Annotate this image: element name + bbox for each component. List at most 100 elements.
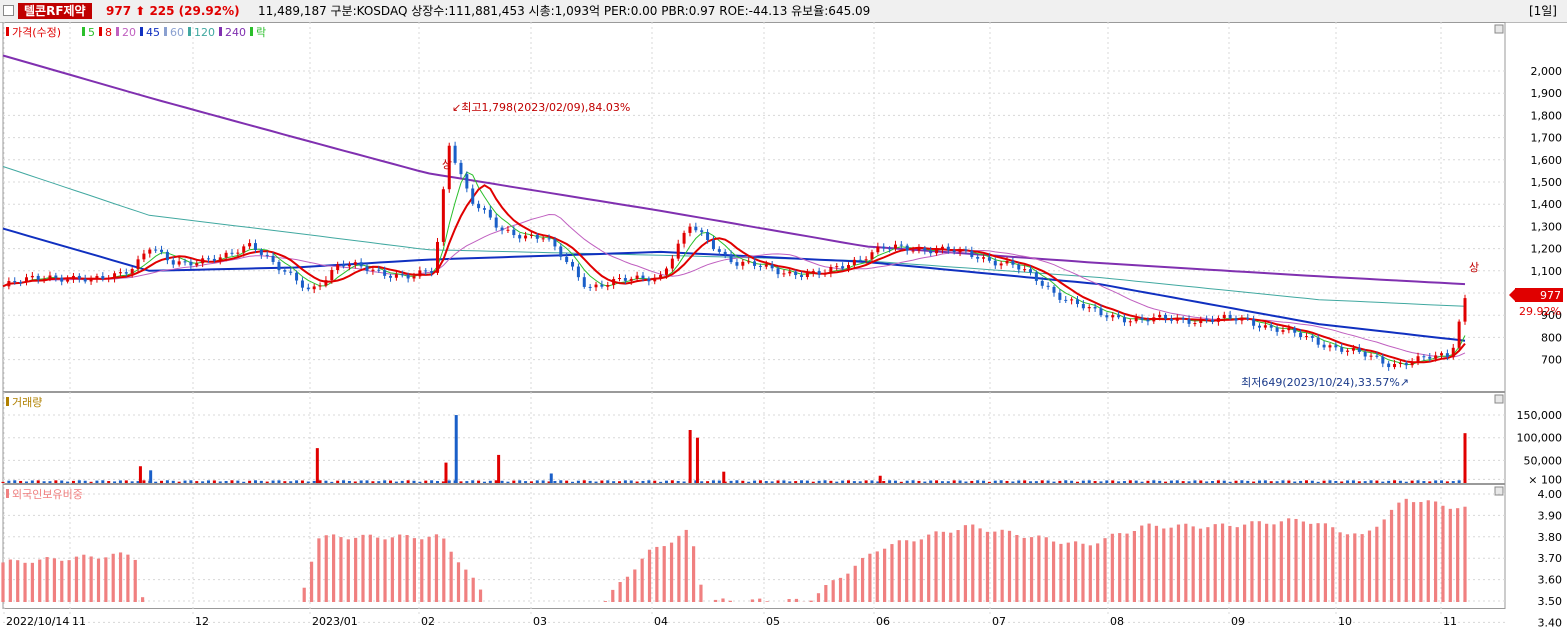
candle-body — [347, 264, 351, 267]
candle-body — [371, 269, 375, 271]
date-tick-label: 04 — [654, 615, 668, 628]
candle-body — [1140, 317, 1144, 320]
volume-bar — [1199, 480, 1203, 483]
volume-bar — [295, 480, 299, 483]
volume-bar — [494, 480, 498, 483]
candle-body — [835, 266, 839, 268]
current-price-pointer — [1509, 289, 1515, 301]
candle-body — [124, 272, 128, 274]
date-tick-label: 02 — [421, 615, 435, 628]
volume-bar — [1299, 480, 1303, 483]
header-checkbox[interactable] — [3, 5, 14, 16]
panel-maximize-icon — [1494, 486, 1504, 496]
volume-bar — [1410, 480, 1414, 483]
volume-bar — [1205, 481, 1209, 483]
foreign-ratio-bar — [853, 565, 857, 602]
foreign-ratio-bar — [985, 531, 990, 602]
candle-body — [435, 241, 439, 273]
volume-bar — [189, 480, 193, 483]
volume-bar — [782, 480, 786, 483]
volume-bar — [371, 481, 375, 483]
volume-bar — [805, 480, 809, 483]
candle-body — [1445, 353, 1449, 358]
volume-bar — [1398, 480, 1402, 483]
legend-label-4: 45 — [146, 26, 160, 39]
volume-bar — [524, 481, 528, 483]
foreign-ratio-bar — [1434, 501, 1438, 602]
candle-body — [1152, 317, 1156, 322]
candle-body — [653, 277, 657, 282]
foreign-ratio-bar — [1051, 541, 1056, 602]
volume-bar — [846, 480, 850, 483]
volume-bar — [829, 480, 833, 483]
candle-body — [189, 261, 193, 266]
foreign-ratio-bar — [1345, 534, 1350, 602]
candle-body — [594, 284, 598, 288]
foreign-ratio-bar — [1037, 535, 1041, 602]
volume-bar — [1328, 480, 1332, 483]
legend-swatch — [6, 27, 9, 36]
volume-spike-bar — [138, 466, 142, 483]
volume-bar — [1440, 480, 1444, 483]
candle-body — [1346, 350, 1350, 352]
foreign-ratio-bar — [1022, 537, 1026, 602]
stock-name[interactable]: 텔콘RF제약 — [18, 3, 92, 19]
volume-bar — [142, 480, 146, 483]
foreign-ratio-bar — [464, 569, 468, 602]
volume-bar — [576, 480, 580, 483]
volume-bar — [459, 481, 463, 483]
volume-bar — [1422, 481, 1426, 483]
foreign-ratio-bar — [655, 546, 659, 602]
volume-bar — [259, 480, 263, 483]
candle-body — [471, 188, 475, 204]
candle-body — [1246, 317, 1250, 319]
candle-body — [406, 274, 410, 279]
foreign-ratio-bar — [831, 580, 835, 602]
volume-bar — [1075, 481, 1079, 483]
foreign-ratio-bar — [949, 532, 953, 602]
candle-body — [682, 232, 686, 244]
volume-bar — [1105, 480, 1109, 483]
date-tick-label: 06 — [876, 615, 890, 628]
candle-body — [336, 264, 340, 271]
volume-bar — [1023, 480, 1027, 483]
candle-body — [1164, 314, 1168, 319]
foreign-ratio-bar — [677, 535, 681, 602]
volume-bar — [858, 481, 862, 483]
foreign-ratio-bar — [23, 562, 27, 602]
candle-body — [277, 261, 281, 271]
candle-body — [1357, 348, 1361, 352]
volume-bar — [606, 480, 610, 483]
candle-body — [911, 250, 915, 252]
volume-bar — [993, 480, 997, 483]
candle-body — [477, 203, 481, 209]
candle-body — [295, 272, 299, 281]
period-selector[interactable]: [1일] — [1528, 4, 1557, 18]
candle-body — [1463, 298, 1467, 322]
volume-spike-bar — [497, 454, 501, 483]
candle-body — [571, 261, 575, 267]
foreign-ratio-bar — [67, 560, 71, 602]
candle-body — [1205, 318, 1209, 320]
candle-body — [1310, 336, 1314, 338]
volume-bar — [1187, 481, 1191, 483]
foreign-ratio-bar — [126, 554, 130, 602]
volume-bar — [1175, 480, 1179, 483]
foreign-ratio-bar — [1147, 523, 1151, 602]
volume-bar — [1117, 481, 1121, 483]
candle-body — [494, 217, 498, 228]
foreign-ratio-bar — [633, 569, 637, 602]
candle-body — [1252, 318, 1256, 326]
volume-bar — [952, 480, 956, 483]
price-tick-label: 1,300 — [1531, 220, 1563, 233]
volume-bar — [1240, 480, 1244, 483]
candle-body — [852, 259, 856, 266]
candle-body — [664, 268, 668, 275]
volume-bar — [987, 481, 991, 483]
volume-bar — [1087, 480, 1091, 483]
candle-body — [688, 226, 692, 233]
candle-body — [1128, 321, 1132, 323]
volume-bar — [893, 480, 897, 483]
candle-body — [1081, 304, 1085, 309]
candle-body — [841, 266, 845, 269]
